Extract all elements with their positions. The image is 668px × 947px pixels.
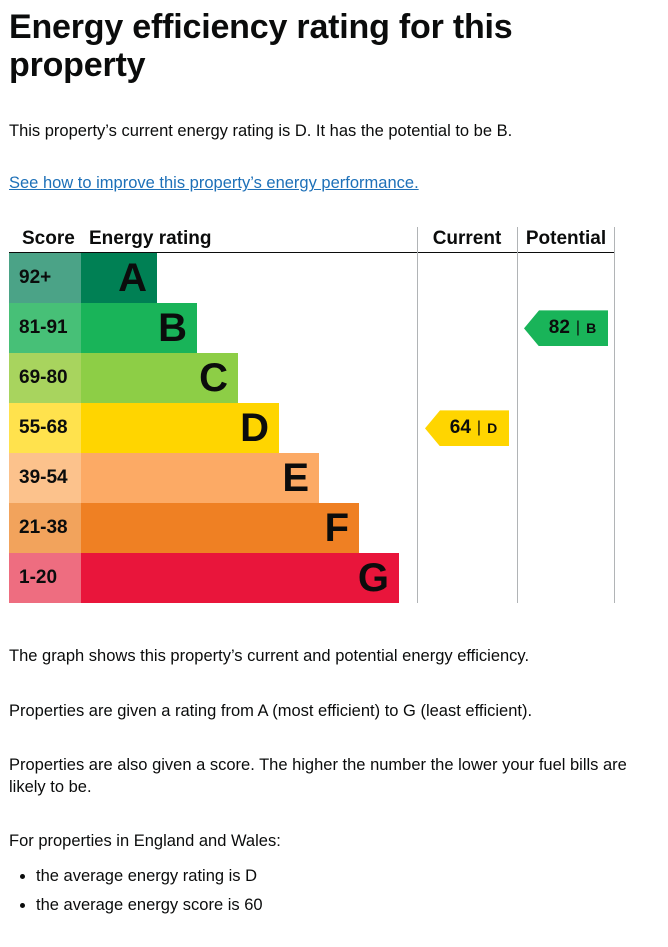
intro-text: This property’s current energy rating is… (9, 122, 513, 141)
band-bar-d: D (81, 403, 279, 454)
header-potential: Potential (525, 228, 607, 250)
current-rating-tag: 64 | D (425, 410, 509, 447)
header-current: Current (432, 228, 502, 250)
band-row-c: 69-80 C (9, 353, 615, 404)
column-divider-line (517, 227, 518, 604)
graph-description-text: The graph shows this property’s current … (9, 647, 530, 666)
band-row-b: 81-91 B (9, 303, 615, 354)
potential-column: 82 | B (517, 253, 615, 603)
potential-rating-tag: 82 | B (524, 310, 608, 347)
current-letter: D (487, 420, 498, 437)
band-score-range-g: 1-20 (9, 553, 81, 604)
band-row-d: 55-68 D (9, 403, 615, 454)
band-score-range-c: 69-80 (9, 353, 81, 404)
band-bar-g: G (81, 553, 399, 604)
header-energy-rating: Energy rating (89, 228, 212, 250)
pipe-separator: | (476, 419, 482, 437)
band-row-g: 1-20 G (9, 553, 615, 604)
band-row-f: 21-38 F (9, 503, 615, 554)
page-title: Energy efficiency rating for this proper… (9, 8, 513, 85)
band-row-a: 92+ A (9, 253, 615, 304)
england-wales-heading: For properties in England and Wales: (9, 832, 281, 851)
band-bar-f: F (81, 503, 359, 554)
list-item-average-rating: the average energy rating is D (36, 865, 658, 887)
score-explainer-text: Properties are also given a score. The h… (9, 755, 627, 797)
current-column: 64 | D (417, 253, 517, 603)
rating-explainer-text: Properties are given a rating from A (mo… (9, 701, 533, 720)
band-score-range-e: 39-54 (9, 453, 81, 504)
pipe-separator: | (575, 319, 581, 337)
column-divider-line (417, 227, 418, 604)
averages-list: the average energy rating is D the avera… (9, 865, 658, 917)
column-divider-line (614, 227, 615, 604)
chart-body: 92+ A 81-91 B 69-80 C 55-68 D 39-54 E 21-38 F 1-20 G … (9, 253, 615, 604)
potential-score: 82 (548, 317, 570, 339)
band-rows: 92+ A 81-91 B 69-80 C 55-68 D 39-54 E 21-38 F 1-20 G (9, 253, 615, 604)
energy-rating-chart: Score Energy rating Current Potential 92… (9, 227, 615, 604)
potential-letter: B (586, 320, 597, 337)
current-score: 64 (449, 417, 471, 439)
band-score-range-d: 55-68 (9, 403, 81, 454)
band-bar-b: B (81, 303, 197, 354)
band-row-e: 39-54 E (9, 453, 615, 504)
band-bar-a: A (81, 253, 157, 304)
band-score-range-b: 81-91 (9, 303, 81, 354)
list-item-average-score: the average energy score is 60 (36, 894, 658, 916)
chart-header-row: Score Energy rating Current Potential (9, 227, 615, 254)
band-score-range-a: 92+ (9, 253, 81, 304)
band-score-range-f: 21-38 (9, 503, 81, 554)
improve-performance-link[interactable]: See how to improve this property’s energ… (9, 174, 419, 193)
header-score: Score (22, 228, 75, 250)
band-bar-e: E (81, 453, 319, 504)
band-bar-c: C (81, 353, 238, 404)
